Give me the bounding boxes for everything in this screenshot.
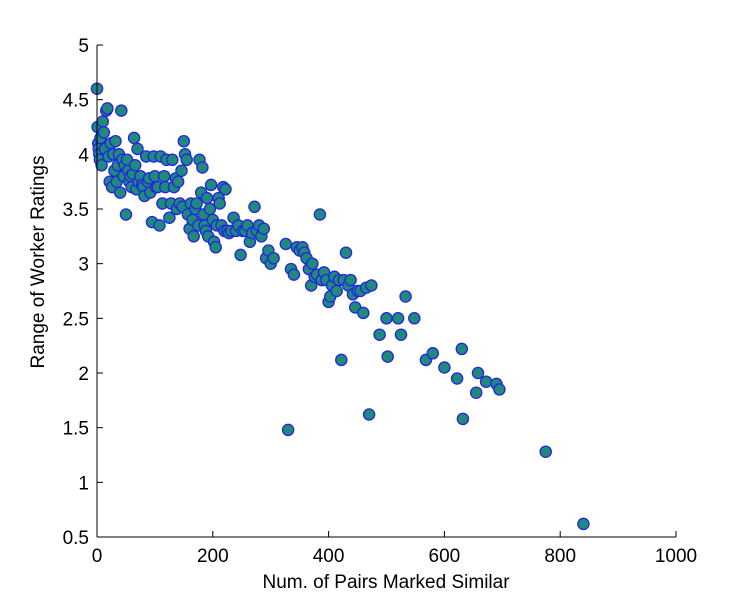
data-point-147 <box>339 246 353 259</box>
data-point-82 <box>196 161 209 174</box>
data-point-61 <box>166 153 179 167</box>
data-point-173 <box>479 375 493 388</box>
data-point-135 <box>313 208 327 221</box>
data-point-132 <box>306 257 319 270</box>
y-axis-label: Range of Worker Ratings <box>28 156 49 369</box>
x-tick-label-2: 400 <box>313 546 345 567</box>
data-point-166 <box>426 347 440 360</box>
data-point-124 <box>287 268 301 281</box>
data-point-164 <box>408 312 421 325</box>
data-point-35 <box>127 131 141 145</box>
axes <box>96 45 676 538</box>
data-point-170 <box>456 412 470 426</box>
data-point-145 <box>335 353 348 367</box>
data-point-38 <box>131 142 144 156</box>
data-point-7 <box>95 159 108 172</box>
data-point-8 <box>96 115 110 128</box>
data-point-169 <box>455 342 469 356</box>
data-point-167 <box>438 361 451 374</box>
data-point-12 <box>101 102 114 115</box>
data-point-154 <box>357 306 370 320</box>
x-tick-label-3: 600 <box>429 546 461 567</box>
x-tick-label-1: 200 <box>197 546 229 567</box>
data-points <box>90 82 590 531</box>
data-point-172 <box>471 366 485 380</box>
data-point-160 <box>381 350 394 363</box>
data-point-95 <box>213 197 226 210</box>
data-point-99 <box>219 183 232 196</box>
data-point-158 <box>373 328 386 341</box>
data-point-171 <box>469 386 483 399</box>
y-tick-label-2: 1.5 <box>63 419 89 440</box>
data-point-149 <box>344 273 357 287</box>
data-point-161 <box>391 312 405 325</box>
data-point-162 <box>394 328 408 341</box>
data-point-36 <box>128 159 142 172</box>
data-point-143 <box>330 284 343 298</box>
data-point-19 <box>109 134 122 148</box>
data-point-28 <box>119 208 133 221</box>
data-point-112 <box>248 200 261 214</box>
y-tick-label-3: 2 <box>78 364 89 385</box>
x-tick-label-0: 0 <box>92 546 103 567</box>
data-point-159 <box>380 312 393 325</box>
data-point-157 <box>365 279 378 292</box>
data-point-163 <box>399 290 412 303</box>
data-point-53 <box>153 219 166 232</box>
data-point-9 <box>97 126 111 139</box>
data-point-121 <box>279 237 293 251</box>
data-point-116 <box>257 222 271 235</box>
data-point-78 <box>190 197 203 210</box>
axis-ticks: 0 200 400 600 800 1000 0.5 1 1.5 2 2.5 3 3.5 4 4.5 5 <box>63 36 698 567</box>
data-point-24 <box>115 104 128 117</box>
y-tick-label-7: 4 <box>78 145 89 166</box>
y-tick-label-1: 1 <box>78 473 89 494</box>
y-tick-label-5: 3 <box>78 255 89 276</box>
data-point-65 <box>171 175 185 188</box>
y-tick-label-0: 0.5 <box>63 528 89 549</box>
data-point-89 <box>204 178 218 192</box>
data-point-69 <box>177 134 191 148</box>
y-tick-label-6: 3.5 <box>63 200 89 221</box>
y-tick-label-9: 5 <box>78 36 89 57</box>
data-point-23 <box>113 186 127 199</box>
data-point-86 <box>200 191 214 205</box>
data-point-120 <box>267 251 280 265</box>
data-point-67 <box>175 164 188 177</box>
data-point-175 <box>493 383 506 396</box>
data-point-92 <box>209 241 222 254</box>
data-point-156 <box>362 408 376 421</box>
data-point-59 <box>163 211 176 224</box>
data-point-122 <box>281 423 295 437</box>
data-point-168 <box>450 372 464 385</box>
x-axis-label: Num. of Pairs Marked Similar <box>262 572 510 593</box>
data-point-76 <box>187 230 200 243</box>
y-tick-label-4: 2.5 <box>63 309 89 330</box>
data-point-176 <box>539 445 552 458</box>
x-tick-label-5: 1000 <box>655 546 697 567</box>
data-point-56 <box>157 169 171 183</box>
data-point-71 <box>180 153 193 167</box>
data-point-177 <box>577 517 590 531</box>
data-point-106 <box>234 248 247 262</box>
x-tick-label-4: 800 <box>544 546 576 567</box>
y-tick-label-8: 4.5 <box>63 91 89 112</box>
